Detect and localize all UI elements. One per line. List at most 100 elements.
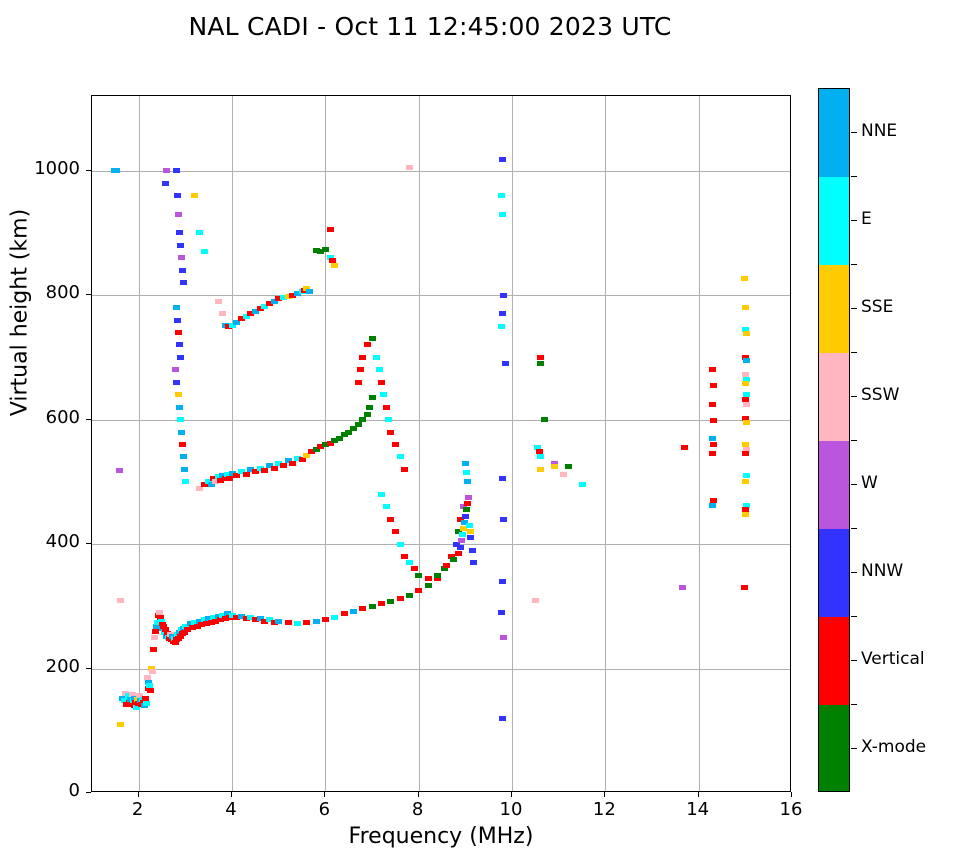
colorbar-band-ssw[interactable] xyxy=(819,353,849,442)
gridline-horizontal xyxy=(92,419,790,421)
colorbar-boundary-tick xyxy=(851,176,857,178)
data-point xyxy=(200,482,208,488)
data-point xyxy=(331,615,339,620)
x-tick-label: 2 xyxy=(131,799,144,820)
data-point xyxy=(742,473,750,479)
data-point xyxy=(173,305,181,311)
data-point xyxy=(384,417,392,423)
gridline-horizontal xyxy=(92,295,790,297)
data-point xyxy=(143,674,151,680)
colorbar-band-nne[interactable] xyxy=(819,89,849,178)
data-point xyxy=(144,679,152,685)
data-point xyxy=(709,451,717,457)
colorbar-tick xyxy=(851,572,857,574)
data-point xyxy=(209,615,217,620)
colorbar-band-e[interactable] xyxy=(819,177,849,266)
data-point xyxy=(415,587,423,593)
data-point xyxy=(537,361,545,367)
gridline-horizontal xyxy=(92,544,790,546)
data-point xyxy=(275,618,283,624)
data-point xyxy=(465,522,473,528)
data-point xyxy=(452,541,460,547)
data-point xyxy=(191,619,199,625)
data-point xyxy=(150,647,158,653)
data-point xyxy=(181,623,189,629)
data-point xyxy=(499,156,507,162)
y-tick xyxy=(86,418,91,420)
data-point xyxy=(176,342,184,348)
data-point xyxy=(207,619,215,625)
colorbar-band-sse[interactable] xyxy=(819,265,849,354)
data-point xyxy=(188,624,196,630)
data-point xyxy=(180,629,188,635)
data-point xyxy=(443,563,451,569)
y-tick xyxy=(86,543,91,545)
data-point xyxy=(391,529,399,535)
data-point xyxy=(214,298,222,304)
data-point xyxy=(209,476,217,482)
colorbar-boundary-tick xyxy=(851,440,857,442)
plot-area[interactable] xyxy=(91,95,791,792)
data-point xyxy=(460,519,468,525)
data-point xyxy=(741,305,749,311)
data-point xyxy=(256,616,264,622)
data-point xyxy=(179,267,187,273)
data-point xyxy=(382,504,390,510)
data-point xyxy=(221,476,229,482)
data-point xyxy=(498,323,506,329)
data-point xyxy=(464,479,472,485)
data-point xyxy=(179,280,187,286)
data-point xyxy=(709,435,717,441)
colorbar[interactable] xyxy=(818,88,850,792)
x-tick xyxy=(697,792,699,797)
data-point xyxy=(179,454,187,460)
data-point xyxy=(366,404,374,410)
data-point xyxy=(340,611,348,617)
data-point xyxy=(349,425,357,431)
data-point xyxy=(293,291,301,297)
data-point xyxy=(331,438,339,444)
data-point xyxy=(149,668,157,674)
y-tick xyxy=(86,294,91,296)
data-point xyxy=(742,357,750,363)
data-point xyxy=(440,566,448,572)
data-point xyxy=(499,311,507,317)
data-point xyxy=(293,621,301,627)
x-tick xyxy=(324,792,326,797)
data-point xyxy=(147,688,155,694)
data-point xyxy=(284,458,292,464)
data-point xyxy=(457,544,465,550)
data-point xyxy=(564,463,572,469)
data-point xyxy=(212,479,220,485)
colorbar-boundary-tick xyxy=(851,264,857,266)
data-point xyxy=(155,610,163,616)
data-point xyxy=(284,619,292,625)
data-point xyxy=(142,700,150,706)
data-point xyxy=(741,479,749,485)
data-point xyxy=(251,308,259,314)
data-point xyxy=(359,354,367,360)
data-point xyxy=(233,473,241,479)
colorbar-band-nnw[interactable] xyxy=(819,529,849,618)
data-point xyxy=(462,470,470,475)
data-point xyxy=(467,535,475,541)
data-point xyxy=(368,336,376,342)
data-point xyxy=(424,582,432,588)
colorbar-band-vertical[interactable] xyxy=(819,617,849,706)
data-point xyxy=(359,606,367,612)
y-axis-label: Virtual height (km) xyxy=(7,208,33,417)
data-point xyxy=(212,618,220,624)
colorbar-label-nne: NNE xyxy=(861,121,898,141)
colorbar-band-x-mode[interactable] xyxy=(819,705,849,791)
data-point xyxy=(335,435,343,441)
data-point xyxy=(275,296,283,302)
data-point xyxy=(461,513,469,519)
data-point xyxy=(175,329,183,335)
data-point xyxy=(499,211,507,217)
data-point xyxy=(742,502,750,508)
data-point xyxy=(354,379,362,385)
colorbar-band-w[interactable] xyxy=(819,441,849,530)
data-point xyxy=(121,698,129,704)
x-tick-label: 16 xyxy=(779,799,803,820)
